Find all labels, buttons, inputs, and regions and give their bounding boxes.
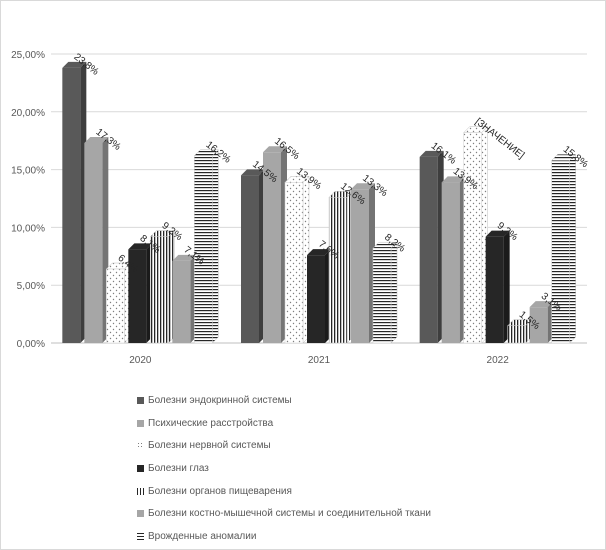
bar-top (172, 254, 197, 261)
bar-side (212, 149, 219, 344)
legend-swatch (137, 532, 144, 540)
legend-label: Болезни органов пищеварения (148, 485, 292, 497)
bar (463, 132, 482, 344)
bar-top (485, 230, 510, 237)
legend-label: Врожденные аномалии (148, 530, 257, 542)
x-tick-label: 2021 (308, 355, 331, 366)
y-tick-label: 10,00% (11, 223, 45, 234)
bar (62, 67, 81, 343)
bar (507, 325, 526, 344)
bar-top (84, 137, 109, 144)
y-tick-label: 5,00% (17, 281, 45, 292)
bar-top (128, 243, 153, 250)
legend-label: Болезни эндокринной системы (148, 394, 292, 406)
bar-side (569, 153, 576, 344)
bar-top (307, 249, 331, 256)
bar (551, 160, 570, 344)
bar (328, 197, 348, 344)
y-tick-label: 20,00% (11, 108, 45, 119)
bar-side (390, 241, 398, 344)
bar (128, 249, 147, 343)
bar-top (351, 183, 375, 190)
bar (150, 236, 169, 344)
legend-swatch (137, 442, 144, 450)
legend-swatch (137, 510, 144, 518)
bar (106, 268, 125, 344)
bar (419, 156, 438, 343)
bar (307, 255, 325, 343)
bar-side (503, 230, 510, 343)
bar-top (419, 150, 444, 157)
x-tick-label: 2022 (487, 355, 510, 366)
x-tick-label: 2020 (129, 355, 152, 366)
bar-top (529, 301, 554, 308)
bar (172, 260, 191, 343)
y-tick-label: 15,00% (11, 166, 45, 177)
y-tick-label: 0,00% (17, 339, 45, 350)
bar (529, 307, 548, 343)
bar (485, 236, 504, 343)
y-tick-label: 25,00% (11, 50, 45, 61)
bar-top (441, 176, 466, 183)
legend-label: Болезни нервной системы (148, 440, 271, 452)
legend-swatch (137, 487, 144, 495)
legend-item: Болезни костно-мышечной системы и соедин… (137, 502, 431, 525)
legend-label: Болезни глаз (148, 462, 209, 474)
bar (194, 155, 213, 344)
bar-top (241, 169, 265, 176)
bar (441, 182, 460, 343)
bar (84, 143, 103, 343)
legend-label: Болезни костно-мышечной системы и соедин… (148, 508, 431, 520)
bar-top (263, 146, 287, 153)
bar-top (62, 61, 87, 68)
legend-item: Болезни эндокринной системы (137, 389, 431, 412)
legend-item: Болезни нервной системы (137, 434, 431, 457)
legend-item: Врожденные аномалии (137, 525, 431, 548)
legend-item: Болезни органов пищеварения (137, 480, 431, 503)
bar-chart: 0,00% 5,00% 10,00% 15,00% 20,00% 25,00% 2020 20… (11, 50, 590, 366)
legend-label: Психические расстройства (148, 417, 274, 429)
legend-item: Психические расстройства (137, 412, 431, 435)
bar (263, 152, 281, 343)
bar (351, 189, 369, 343)
bar (284, 182, 304, 344)
legend-item: Болезни глаз (137, 457, 431, 480)
bar (241, 175, 259, 343)
legend: Болезни эндокринной системы Психические р… (137, 389, 431, 548)
legend-swatch (137, 419, 144, 427)
legend-swatch (137, 396, 144, 404)
legend-swatch (137, 464, 144, 472)
bar (372, 247, 392, 344)
